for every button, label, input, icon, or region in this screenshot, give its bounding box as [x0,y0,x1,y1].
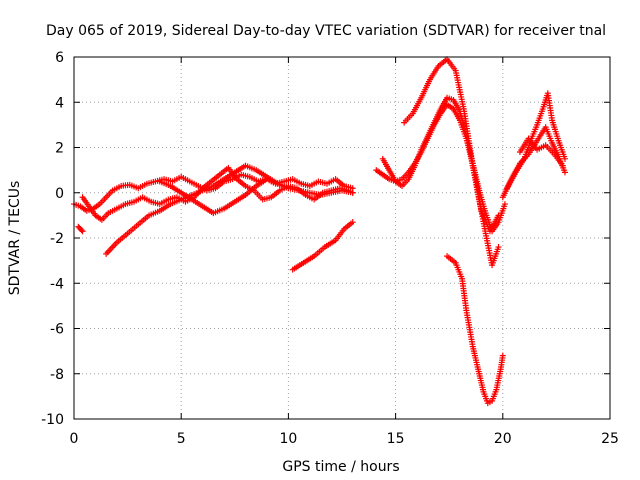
y-tick-label: -2 [50,231,64,247]
x-tick-label: 15 [387,431,405,447]
data-point [501,201,508,208]
data-point [495,244,502,251]
y-tick-label: -6 [50,322,64,338]
data-point [495,212,502,219]
x-tick-label: 0 [70,431,79,447]
data-point [561,169,568,176]
data-point [79,228,86,235]
y-tick-label: -4 [50,276,64,292]
chart-title: Day 065 of 2019, Sidereal Day-to-day VTE… [46,23,606,39]
y-tick-label: -10 [41,412,64,428]
series-arc-h [379,94,502,269]
y-axis-title: SDTVAR / TECUs [7,181,23,296]
y-tick-label: 2 [55,141,64,157]
data-point [349,219,356,226]
data-point [559,162,566,169]
x-tick-label: 5 [177,431,186,447]
series-arc-f [289,219,356,273]
data-point [78,227,85,234]
x-tick-label: 25 [601,431,619,447]
y-tick-label: 4 [55,95,64,111]
series-arc-e [75,223,86,235]
series-arc-d [156,176,292,217]
x-tick-label: 20 [494,431,512,447]
x-tick-label: 10 [279,431,297,447]
series-arc-i [401,56,502,235]
x-axis-title: GPS time / hours [282,459,399,475]
data-point [349,189,356,196]
y-tick-label: 0 [55,186,64,202]
series-arc-l [504,90,568,192]
y-tick-label: 6 [55,50,64,66]
data-point [499,352,506,359]
series-arc-j [444,253,506,407]
data-points [71,56,568,407]
data-point [561,155,568,162]
data-point [285,185,292,192]
axes: 0 5 10 15 20 25 -10 -8 -6 -4 -2 0 2 4 6 [41,50,619,447]
series-arc-m [516,135,566,169]
y-tick-label: -8 [50,367,64,383]
series-arc-c [103,162,356,257]
series-arc-g [373,101,508,235]
grid-layer [74,57,610,419]
